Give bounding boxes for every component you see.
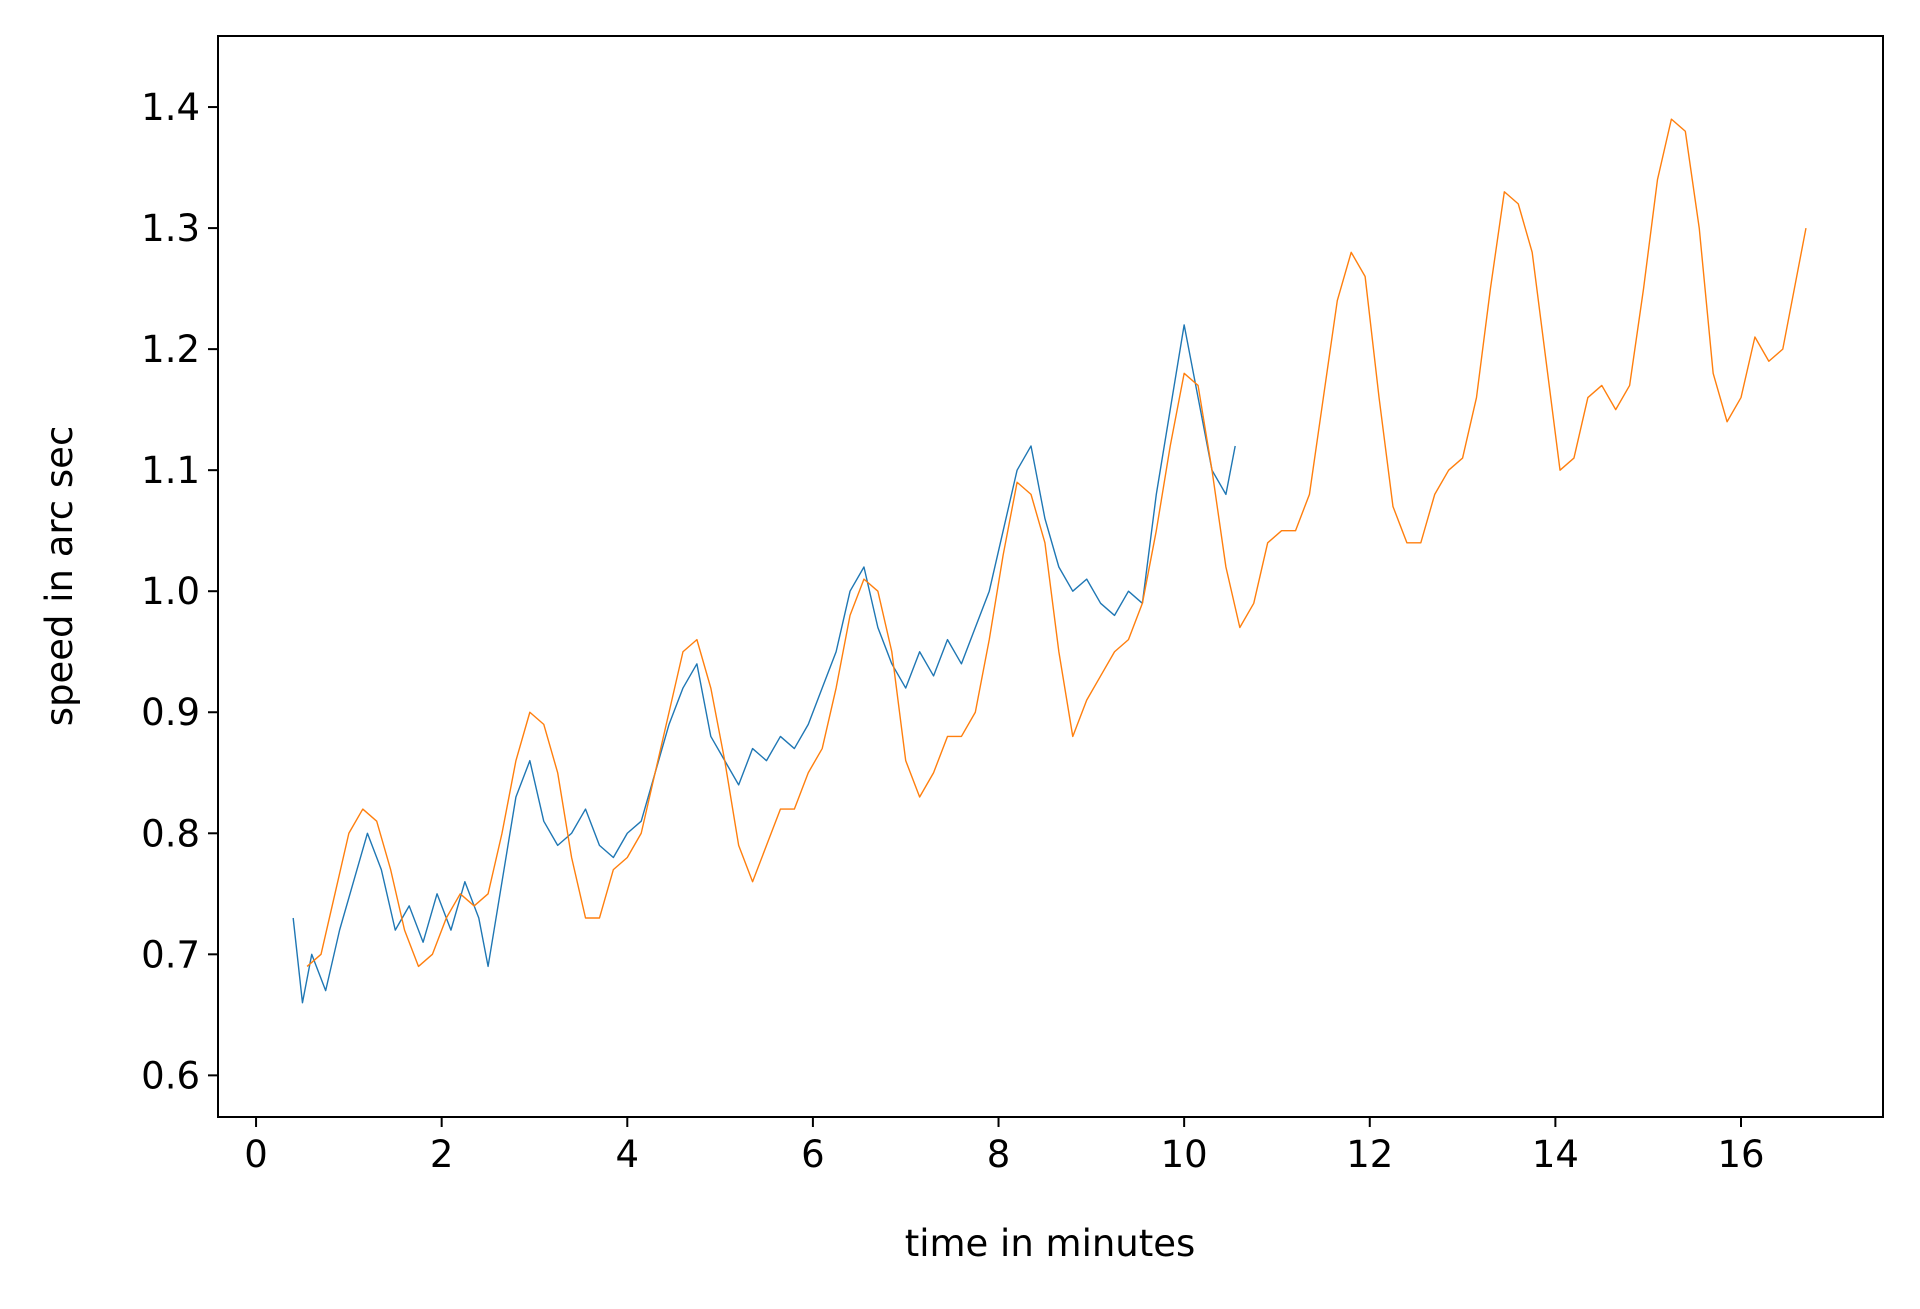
- y-tick-label: 0.7: [141, 933, 200, 976]
- y-tick-label: 1.1: [141, 449, 200, 492]
- x-tick-label: 6: [801, 1133, 825, 1176]
- y-tick-label: 1.0: [141, 570, 200, 613]
- x-tick-label: 16: [1717, 1133, 1764, 1176]
- data-line: [292, 324, 1236, 1004]
- y-tick-label: 1.2: [141, 328, 200, 371]
- x-tick-label: 14: [1532, 1133, 1579, 1176]
- y-tick-label: 0.8: [141, 812, 200, 855]
- plot-frame: [217, 35, 1884, 1118]
- y-tick-label: 0.6: [141, 1054, 200, 1097]
- y-tick-label: 1.3: [141, 207, 200, 250]
- data-line: [306, 118, 1807, 968]
- x-tick-label: 4: [616, 1133, 640, 1176]
- x-axis-label: time in minutes: [905, 1222, 1196, 1265]
- x-tick-label: 0: [244, 1133, 268, 1176]
- y-tick-label: 1.4: [141, 86, 200, 129]
- x-tick-label: 12: [1346, 1133, 1393, 1176]
- x-tick-label: 2: [430, 1133, 454, 1176]
- y-axis-label: speed in arc sec: [38, 426, 81, 727]
- x-tick-label: 8: [987, 1133, 1011, 1176]
- x-tick-label: 10: [1161, 1133, 1208, 1176]
- y-tick-label: 0.9: [141, 691, 200, 734]
